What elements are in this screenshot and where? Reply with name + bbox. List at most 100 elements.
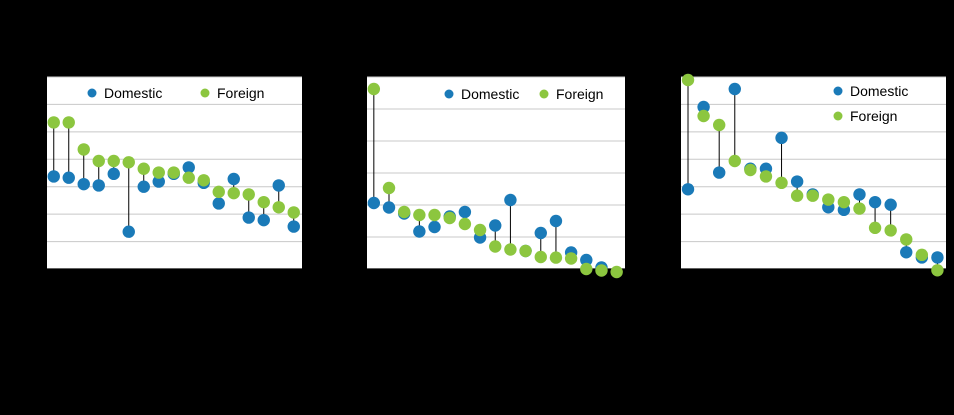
chart-panel-3: Domestic Foreign	[680, 73, 947, 277]
foreign-point	[775, 176, 788, 190]
foreign-point	[397, 205, 411, 219]
foreign-point	[900, 233, 913, 246]
foreign-point	[473, 223, 487, 237]
foreign-point	[790, 189, 804, 202]
foreign-point	[534, 250, 547, 264]
domestic-point	[534, 226, 547, 240]
chart-panel-1: Domestic Foreign	[46, 76, 303, 273]
domestic-point	[62, 171, 75, 184]
foreign-point	[182, 171, 195, 184]
domestic-point	[413, 225, 426, 238]
legend: Domestic Foreign	[833, 83, 908, 124]
legend-foreign-label: Foreign	[217, 85, 264, 101]
domestic-point	[367, 196, 381, 210]
domestic-point	[212, 197, 225, 210]
foreign-point	[853, 202, 866, 215]
foreign-point	[47, 116, 60, 129]
domestic-point	[242, 211, 255, 224]
foreign-point	[697, 109, 710, 123]
foreign-point	[564, 252, 578, 265]
domestic-point	[900, 246, 913, 259]
domestic-point	[182, 161, 195, 174]
foreign-point	[806, 189, 819, 202]
domestic-point	[382, 201, 396, 214]
foreign-point	[915, 248, 929, 262]
foreign-point	[77, 143, 90, 156]
legend: Domestic Foreign	[444, 86, 603, 102]
legend-domestic-label: Domestic	[104, 85, 162, 101]
foreign-point	[62, 116, 75, 129]
domestic-point	[884, 198, 897, 211]
foreign-point	[489, 240, 502, 253]
foreign-point	[413, 208, 426, 222]
foreign-point	[822, 193, 835, 206]
domestic-point	[931, 251, 944, 264]
foreign-point	[428, 208, 441, 222]
legend-foreign-marker	[200, 88, 210, 98]
foreign-point	[712, 118, 726, 132]
foreign-point	[458, 217, 472, 231]
domestic-point	[257, 213, 270, 227]
foreign-point	[504, 243, 517, 256]
domestic-point	[272, 179, 285, 192]
foreign-point	[443, 211, 456, 225]
domestic-point	[428, 220, 441, 234]
legend-domestic-marker	[87, 88, 97, 98]
domestic-point	[681, 183, 695, 196]
foreign-point	[92, 154, 105, 168]
foreign-point	[272, 201, 285, 214]
domestic-point	[122, 225, 135, 238]
foreign-point	[227, 186, 240, 200]
foreign-point	[681, 73, 695, 87]
domestic-point	[287, 220, 300, 233]
foreign-point	[257, 195, 270, 209]
domestic-point	[853, 188, 866, 201]
foreign-point	[212, 185, 225, 199]
foreign-point	[549, 251, 563, 264]
legend: Domestic Foreign	[87, 85, 264, 101]
foreign-point	[152, 166, 165, 179]
foreign-point	[107, 154, 120, 168]
foreign-point	[197, 174, 210, 187]
foreign-point	[519, 244, 532, 258]
foreign-point	[242, 188, 255, 201]
domestic-point	[489, 219, 502, 232]
legend-domestic-label: Domestic	[461, 86, 519, 102]
foreign-point	[580, 262, 593, 276]
domestic-point	[47, 170, 60, 183]
domestic-point	[92, 179, 105, 192]
legend-domestic-marker	[833, 86, 843, 96]
foreign-point	[167, 166, 180, 179]
domestic-point	[152, 175, 165, 188]
domestic-point	[697, 100, 710, 114]
domestic-point	[868, 195, 882, 209]
foreign-point	[122, 156, 135, 169]
domestic-point	[728, 82, 741, 96]
domestic-point	[107, 167, 120, 181]
foreign-point	[595, 264, 608, 277]
domestic-point	[712, 166, 726, 179]
chart-panel-2: Domestic Foreign	[366, 76, 626, 279]
legend-foreign-marker	[833, 111, 843, 121]
legend-domestic-label: Domestic	[850, 83, 908, 99]
legend-foreign-marker	[539, 89, 549, 99]
domestic-point	[504, 193, 517, 207]
foreign-point	[931, 264, 944, 277]
foreign-point	[884, 224, 897, 237]
domestic-point	[227, 172, 240, 186]
foreign-point	[868, 221, 882, 235]
foreign-point	[728, 154, 741, 168]
foreign-point	[744, 163, 757, 177]
domestic-point	[580, 253, 593, 267]
domestic-point	[549, 214, 563, 228]
domestic-point	[77, 177, 90, 191]
domestic-point	[790, 175, 804, 188]
legend-domestic-marker	[444, 89, 454, 99]
foreign-point	[367, 82, 381, 96]
foreign-point	[287, 206, 300, 219]
domestic-point	[775, 131, 788, 145]
foreign-point	[610, 265, 623, 279]
foreign-point	[837, 195, 851, 209]
domestic-point	[137, 180, 150, 193]
